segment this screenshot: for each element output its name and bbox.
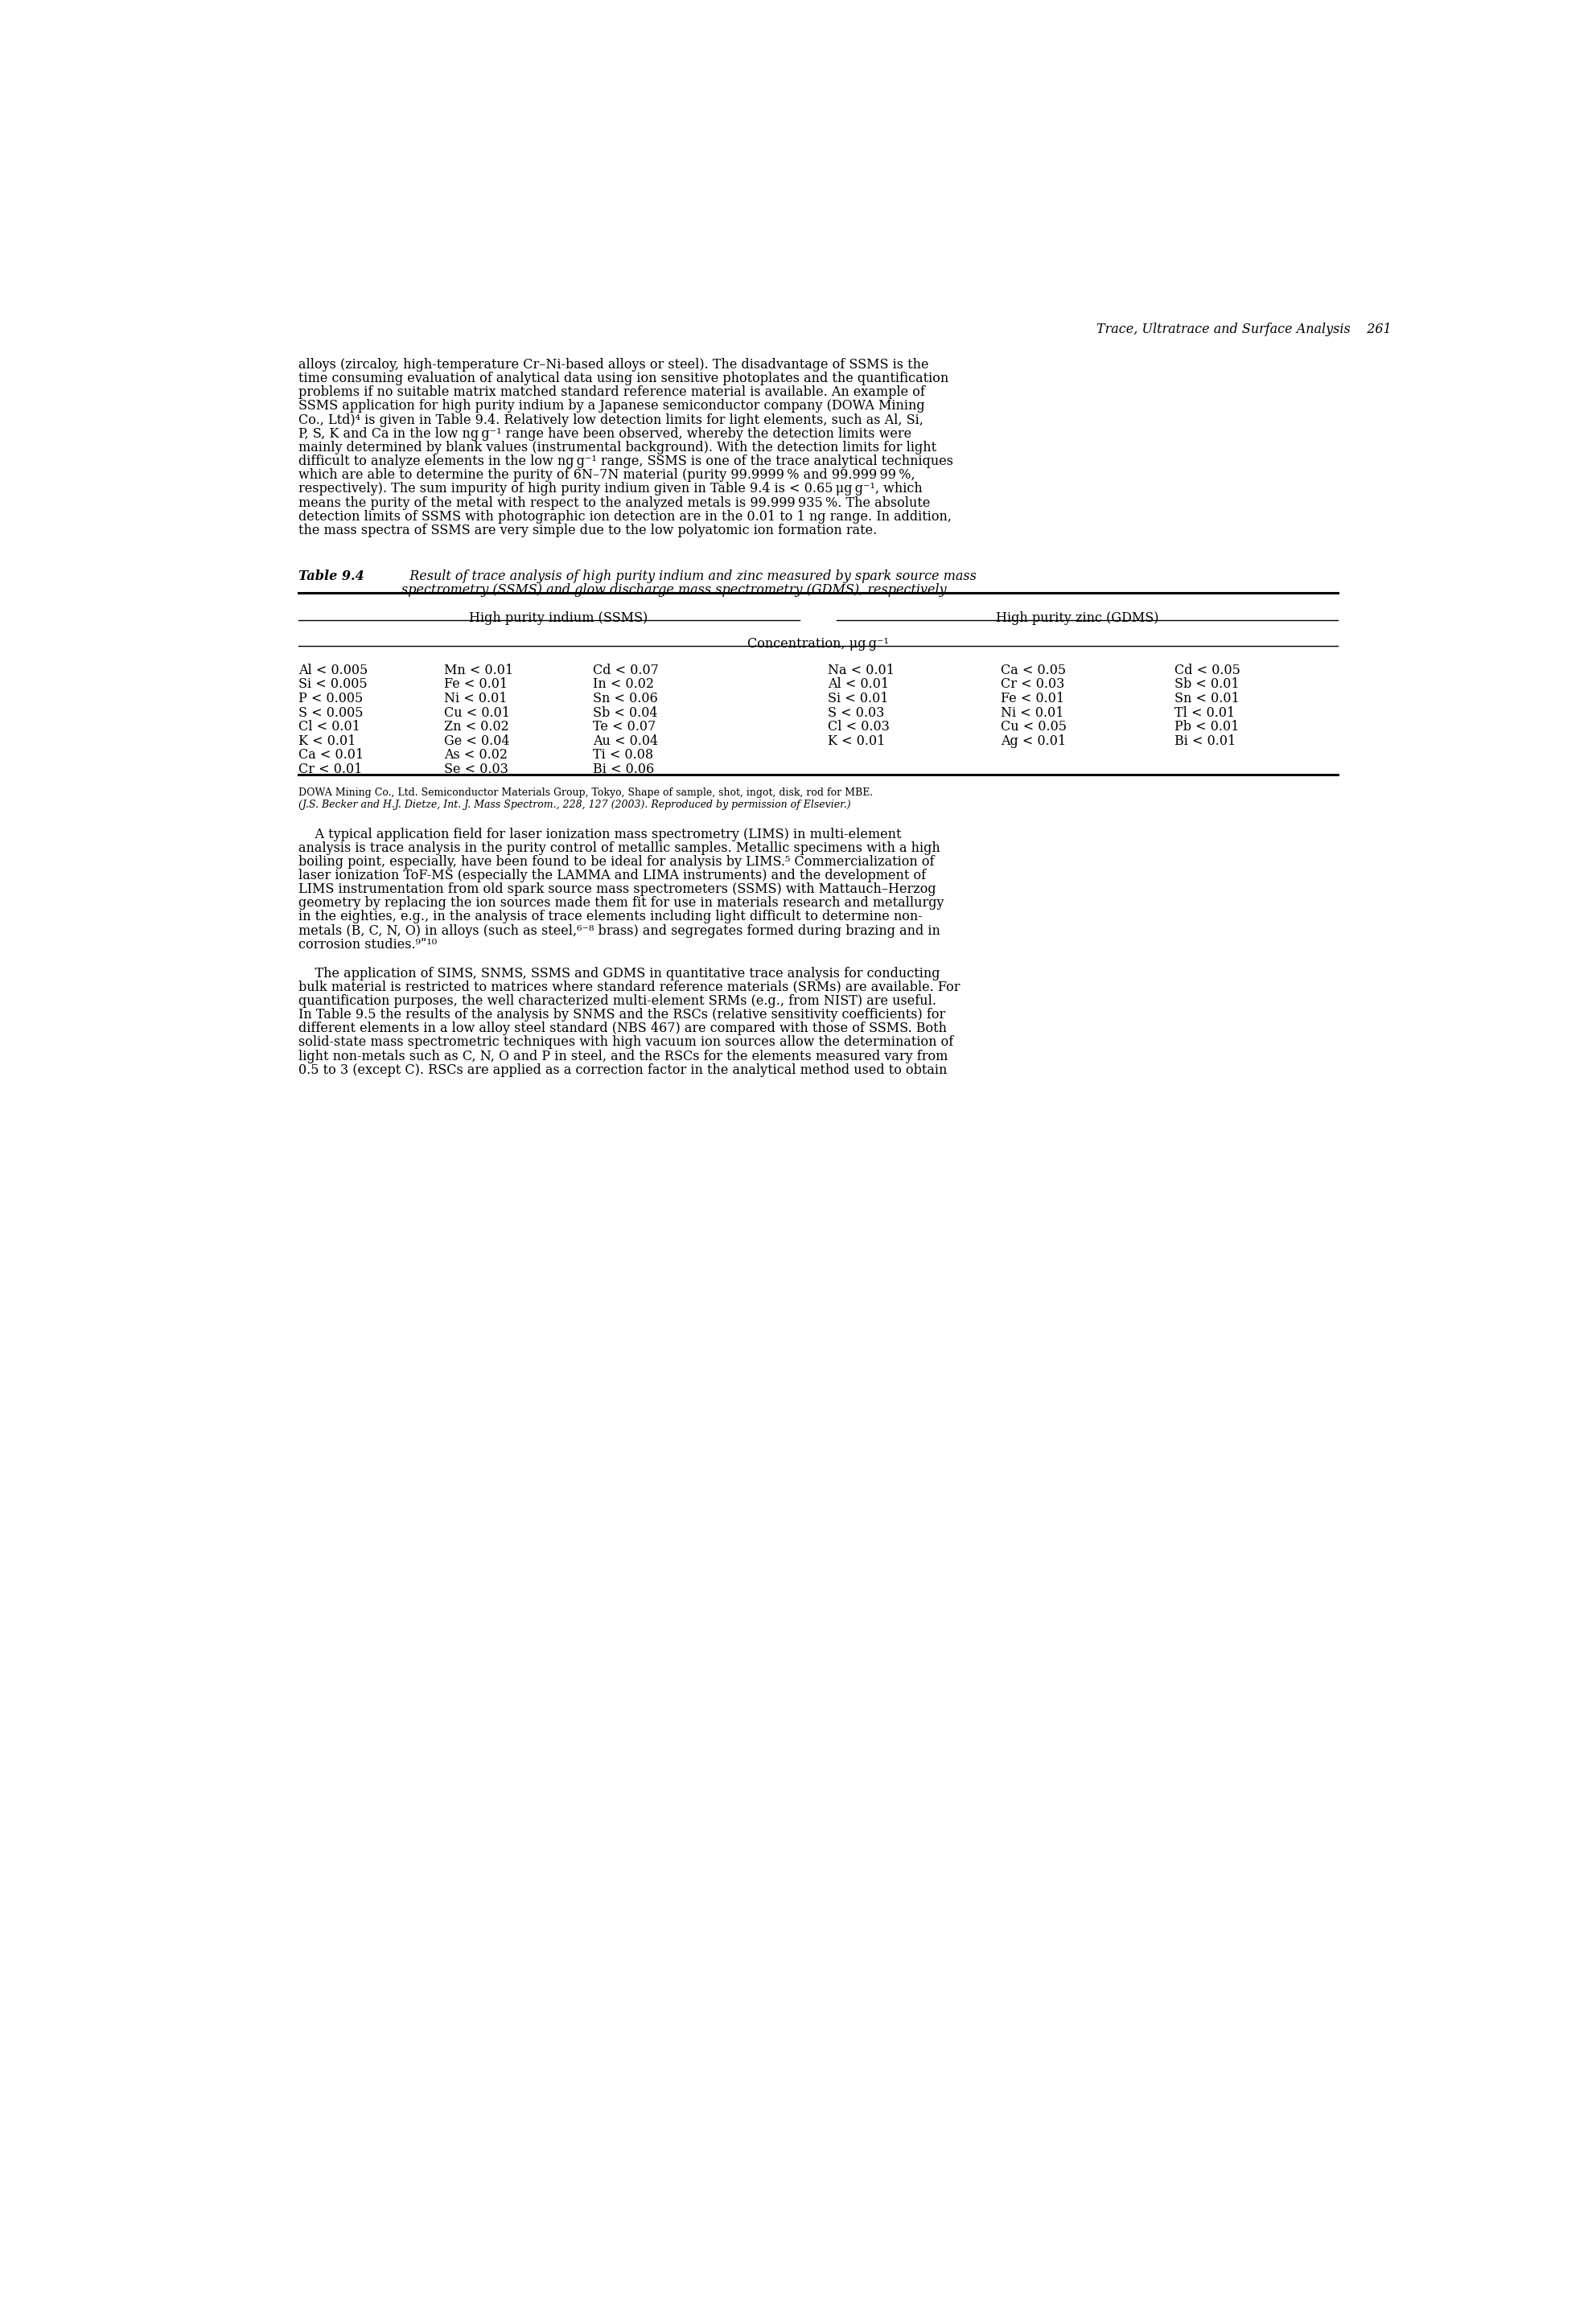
Text: Bi < 0.06: Bi < 0.06 xyxy=(592,763,654,777)
Text: P, S, K and Ca in the low ng g⁻¹ range have been observed, whereby the detection: P, S, K and Ca in the low ng g⁻¹ range h… xyxy=(298,427,911,441)
Text: Bi < 0.01: Bi < 0.01 xyxy=(1175,735,1235,749)
Text: Cl < 0.01: Cl < 0.01 xyxy=(298,719,361,733)
Text: High purity zinc (GDMS): High purity zinc (GDMS) xyxy=(996,612,1159,624)
Text: quantification purposes, the well characterized multi-element SRMs (e.g., from N: quantification purposes, the well charac… xyxy=(298,995,937,1009)
Text: analysis is trace analysis in the purity control of metallic samples. Metallic s: analysis is trace analysis in the purity… xyxy=(298,842,940,856)
Text: Sn < 0.06: Sn < 0.06 xyxy=(592,691,658,705)
Text: problems if no suitable matrix matched standard reference material is available.: problems if no suitable matrix matched s… xyxy=(298,385,926,399)
Text: Au < 0.04: Au < 0.04 xyxy=(592,735,658,749)
Text: A typical application field for laser ionization mass spectrometry (LIMS) in mul: A typical application field for laser io… xyxy=(298,828,902,842)
Text: SSMS application for high purity indium by a Japanese semiconductor company (DOW: SSMS application for high purity indium … xyxy=(298,399,924,413)
Text: metals (B, C, N, O) in alloys (such as steel,⁶⁻⁸ brass) and segregates formed du: metals (B, C, N, O) in alloys (such as s… xyxy=(298,923,940,937)
Text: LIMS instrumentation from old spark source mass spectrometers (SSMS) with Mattau: LIMS instrumentation from old spark sour… xyxy=(298,884,937,895)
Text: The application of SIMS, SNMS, SSMS and GDMS in quantitative trace analysis for : The application of SIMS, SNMS, SSMS and … xyxy=(298,967,940,981)
Text: geometry by replacing the ion sources made them fit for use in materials researc: geometry by replacing the ion sources ma… xyxy=(298,897,943,909)
Text: light non-metals such as C, N, O and P in steel, and the RSCs for the elements m: light non-metals such as C, N, O and P i… xyxy=(298,1048,948,1062)
Text: Trace, Ultratrace and Surface Analysis    261: Trace, Ultratrace and Surface Analysis 2… xyxy=(1096,322,1392,336)
Text: Sb < 0.04: Sb < 0.04 xyxy=(592,705,658,719)
Text: Tl < 0.01: Tl < 0.01 xyxy=(1175,705,1235,719)
Text: alloys (zircaloy, high-temperature Cr–Ni-based alloys or steel). The disadvantag: alloys (zircaloy, high-temperature Cr–Ni… xyxy=(298,357,929,371)
Text: K < 0.01: K < 0.01 xyxy=(298,735,356,749)
Text: Cd < 0.07: Cd < 0.07 xyxy=(592,663,659,677)
Text: Na < 0.01: Na < 0.01 xyxy=(828,663,894,677)
Text: Cu < 0.05: Cu < 0.05 xyxy=(1001,719,1068,733)
Text: Cr < 0.01: Cr < 0.01 xyxy=(298,763,362,777)
Text: Ca < 0.01: Ca < 0.01 xyxy=(298,749,364,763)
Text: Cl < 0.03: Cl < 0.03 xyxy=(828,719,889,733)
Text: K < 0.01: K < 0.01 xyxy=(828,735,886,749)
Text: High purity indium (SSMS): High purity indium (SSMS) xyxy=(469,612,648,624)
Text: bulk material is restricted to matrices where standard reference materials (SRMs: bulk material is restricted to matrices … xyxy=(298,981,961,995)
Text: Pb < 0.01: Pb < 0.01 xyxy=(1175,719,1238,733)
Text: Ca < 0.05: Ca < 0.05 xyxy=(1001,663,1066,677)
Text: Cr < 0.03: Cr < 0.03 xyxy=(1001,677,1065,691)
Text: solid-state mass spectrometric techniques with high vacuum ion sources allow the: solid-state mass spectrometric technique… xyxy=(298,1037,953,1048)
Text: Ni < 0.01: Ni < 0.01 xyxy=(1001,705,1065,719)
Text: means the purity of the metal with respect to the analyzed metals is 99.999 935 : means the purity of the metal with respe… xyxy=(298,496,930,510)
Text: Sb < 0.01: Sb < 0.01 xyxy=(1175,677,1238,691)
Text: In < 0.02: In < 0.02 xyxy=(592,677,654,691)
Text: Ge < 0.04: Ge < 0.04 xyxy=(444,735,511,749)
Text: boiling point, especially, have been found to be ideal for analysis by LIMS.⁵ Co: boiling point, especially, have been fou… xyxy=(298,856,934,870)
Text: Ni < 0.01: Ni < 0.01 xyxy=(444,691,508,705)
Text: Te < 0.07: Te < 0.07 xyxy=(592,719,656,733)
Text: Result of trace analysis of high purity indium and zinc measured by spark source: Result of trace analysis of high purity … xyxy=(401,570,977,582)
Text: different elements in a low alloy steel standard (NBS 467) are compared with tho: different elements in a low alloy steel … xyxy=(298,1023,946,1034)
Text: Co., Ltd)⁴ is given in Table 9.4. Relatively low detection limits for light elem: Co., Ltd)⁴ is given in Table 9.4. Relati… xyxy=(298,413,924,427)
Text: Ti < 0.08: Ti < 0.08 xyxy=(592,749,653,763)
Text: detection limits of SSMS with photographic ion detection are in the 0.01 to 1 ng: detection limits of SSMS with photograph… xyxy=(298,510,951,524)
Text: Cu < 0.01: Cu < 0.01 xyxy=(444,705,511,719)
Text: 0.5 to 3 (except C). RSCs are applied as a correction factor in the analytical m: 0.5 to 3 (except C). RSCs are applied as… xyxy=(298,1062,946,1076)
Text: respectively). The sum impurity of high purity indium given in Table 9.4 is < 0.: respectively). The sum impurity of high … xyxy=(298,482,922,496)
Text: Si < 0.005: Si < 0.005 xyxy=(298,677,367,691)
Text: Al < 0.005: Al < 0.005 xyxy=(298,663,367,677)
Text: Si < 0.01: Si < 0.01 xyxy=(828,691,889,705)
Text: in the eighties, e.g., in the analysis of trace elements including light difficu: in the eighties, e.g., in the analysis o… xyxy=(298,909,922,923)
Text: Ag < 0.01: Ag < 0.01 xyxy=(1001,735,1066,749)
Text: Se < 0.03: Se < 0.03 xyxy=(444,763,509,777)
Text: As < 0.02: As < 0.02 xyxy=(444,749,508,763)
Text: S < 0.005: S < 0.005 xyxy=(298,705,364,719)
Text: In Table 9.5 the results of the analysis by SNMS and the RSCs (relative sensitiv: In Table 9.5 the results of the analysis… xyxy=(298,1009,945,1023)
Text: Table 9.4: Table 9.4 xyxy=(298,570,364,582)
Text: time consuming evaluation of analytical data using ion sensitive photoplates and: time consuming evaluation of analytical … xyxy=(298,371,948,385)
Text: P < 0.005: P < 0.005 xyxy=(298,691,362,705)
Text: corrosion studies.⁹ʺ¹⁰: corrosion studies.⁹ʺ¹⁰ xyxy=(298,937,437,951)
Text: S < 0.03: S < 0.03 xyxy=(828,705,884,719)
Text: DOWA Mining Co., Ltd. Semiconductor Materials Group, Tokyo, Shape of sample, sho: DOWA Mining Co., Ltd. Semiconductor Mate… xyxy=(298,788,873,798)
Text: Sn < 0.01: Sn < 0.01 xyxy=(1175,691,1238,705)
Text: Al < 0.01: Al < 0.01 xyxy=(828,677,889,691)
Text: which are able to determine the purity of 6N–7N material (purity 99.9999 % and 9: which are able to determine the purity o… xyxy=(298,468,915,482)
Text: the mass spectra of SSMS are very simple due to the low polyatomic ion formation: the mass spectra of SSMS are very simple… xyxy=(298,524,878,538)
Text: Cd < 0.05: Cd < 0.05 xyxy=(1175,663,1240,677)
Text: Fe < 0.01: Fe < 0.01 xyxy=(444,677,508,691)
Text: spectrometry (SSMS) and glow discharge mass spectrometry (GDMS), respectively.: spectrometry (SSMS) and glow discharge m… xyxy=(401,584,948,596)
Text: Concentration, μg g⁻¹: Concentration, μg g⁻¹ xyxy=(747,638,889,649)
Text: difficult to analyze elements in the low ng g⁻¹ range, SSMS is one of the trace : difficult to analyze elements in the low… xyxy=(298,455,953,468)
Text: Fe < 0.01: Fe < 0.01 xyxy=(1001,691,1065,705)
Text: (J.S. Becker and H.J. Dietze, Int. J. Mass Spectrom., 228, 127 (2003). Reproduce: (J.S. Becker and H.J. Dietze, Int. J. Ma… xyxy=(298,800,851,809)
Text: Zn < 0.02: Zn < 0.02 xyxy=(444,719,509,733)
Text: laser ionization ToF-MS (especially the LAMMA and LIMA instruments) and the deve: laser ionization ToF-MS (especially the … xyxy=(298,870,926,884)
Text: mainly determined by blank values (instrumental background). With the detection : mainly determined by blank values (instr… xyxy=(298,441,937,455)
Text: Mn < 0.01: Mn < 0.01 xyxy=(444,663,514,677)
